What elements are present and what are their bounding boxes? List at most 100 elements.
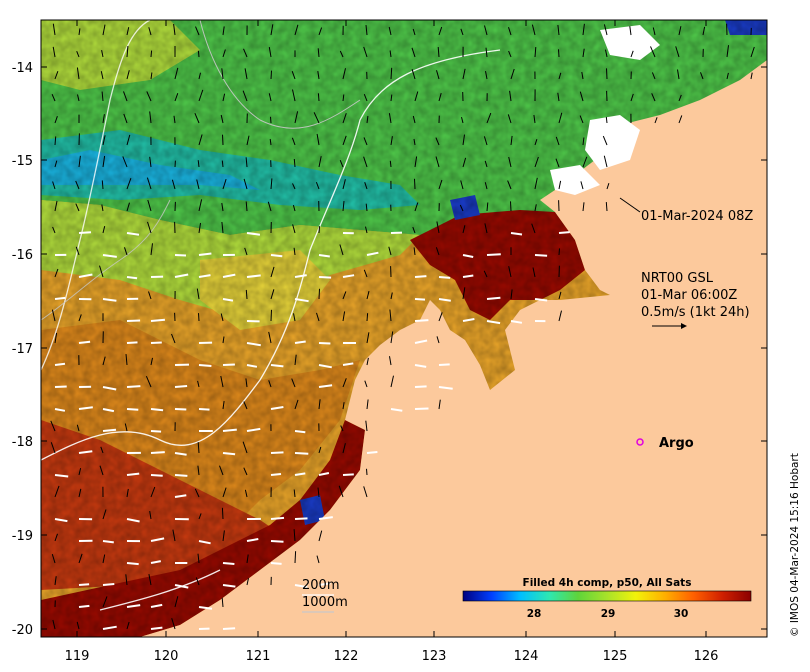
current-vector xyxy=(270,178,273,190)
current-vector xyxy=(486,296,501,300)
current-vector xyxy=(315,182,320,190)
current-vector xyxy=(365,25,368,36)
current-vector xyxy=(414,364,427,368)
current-vector xyxy=(484,25,488,36)
current-vector xyxy=(270,289,275,300)
current-vector xyxy=(102,24,106,36)
current-vector xyxy=(555,136,560,146)
current-vector xyxy=(342,68,346,80)
current-vector xyxy=(197,160,200,168)
current-vector xyxy=(582,202,585,212)
current-vector xyxy=(316,312,320,322)
current-vector xyxy=(126,70,130,80)
current-vector xyxy=(438,26,443,36)
current-vector xyxy=(293,489,296,498)
current-vector xyxy=(198,222,201,234)
current-vector xyxy=(126,202,130,212)
current-vector xyxy=(196,288,200,300)
current-vector xyxy=(102,225,106,234)
current-vector xyxy=(318,384,333,388)
current-vector xyxy=(558,180,562,190)
current-vector xyxy=(196,179,200,190)
current-vector xyxy=(438,386,453,390)
current-vector xyxy=(270,516,285,520)
current-vector xyxy=(150,430,162,433)
current-vector xyxy=(483,270,488,278)
current-vector xyxy=(339,50,344,58)
current-vector xyxy=(270,406,284,410)
current-vector xyxy=(291,71,296,80)
current-vector xyxy=(150,357,153,366)
current-vector xyxy=(222,298,234,302)
current-vector xyxy=(197,50,200,58)
current-vector xyxy=(197,553,200,564)
current-vector xyxy=(365,226,368,234)
current-vector xyxy=(195,26,200,36)
current-vector xyxy=(318,516,333,520)
current-vector xyxy=(294,551,297,564)
sst-field xyxy=(41,20,767,637)
current-time-label: 01-Mar 06:00Z xyxy=(641,288,737,303)
current-vector xyxy=(149,156,152,168)
current-vector xyxy=(146,177,152,190)
current-vector xyxy=(78,450,93,454)
current-vector xyxy=(171,333,176,344)
current-vector xyxy=(78,231,92,234)
current-vector xyxy=(174,584,189,589)
current-vector xyxy=(126,276,138,280)
current-vector xyxy=(246,232,261,236)
colorbar-tick: 29 xyxy=(601,608,616,620)
current-vector xyxy=(342,311,346,322)
current-vector xyxy=(221,68,224,80)
current-vector xyxy=(414,275,427,278)
current-vector xyxy=(54,160,58,168)
current-vector xyxy=(342,443,346,454)
current-vector xyxy=(459,204,464,212)
current-vector xyxy=(222,336,225,344)
current-vector xyxy=(412,28,416,36)
current-vector xyxy=(148,574,152,586)
current-vector xyxy=(702,26,706,36)
current-vector xyxy=(533,114,536,124)
current-vector xyxy=(174,408,187,411)
current-vector xyxy=(171,618,176,630)
current-vector xyxy=(245,201,248,212)
current-vector xyxy=(363,156,368,168)
current-source-label: NRT00 GSL xyxy=(641,271,714,286)
current-vector xyxy=(654,117,658,124)
current-vector xyxy=(126,385,141,388)
current-vector xyxy=(222,273,236,278)
current-vector xyxy=(54,518,68,523)
current-vector xyxy=(292,204,296,212)
current-vector xyxy=(294,298,309,303)
current-vector xyxy=(269,138,272,146)
current-vector xyxy=(126,27,130,36)
current-vector xyxy=(102,386,117,391)
current-scale-label: 0.5m/s (1kt 24h) xyxy=(641,305,750,320)
current-vector xyxy=(294,340,306,344)
current-vector xyxy=(244,489,248,498)
current-vector xyxy=(195,577,200,586)
current-vector xyxy=(557,92,560,102)
current-vector xyxy=(174,474,188,477)
current-vector xyxy=(606,183,610,190)
current-vector xyxy=(150,408,164,412)
current-vector xyxy=(99,265,104,278)
current-vector xyxy=(629,26,632,36)
y-tick-label: -14 xyxy=(12,61,33,76)
current-vector xyxy=(292,224,296,234)
current-vector xyxy=(342,378,347,388)
current-vector xyxy=(198,252,212,256)
current-vector xyxy=(150,474,163,477)
current-vector xyxy=(318,254,330,258)
argo-float-marker[interactable] xyxy=(636,438,644,446)
current-vector xyxy=(102,428,117,432)
current-vector xyxy=(603,24,608,36)
current-vector xyxy=(363,94,368,102)
current-vector xyxy=(242,441,248,454)
current-vector xyxy=(510,201,512,212)
current-vector xyxy=(486,202,489,212)
current-vector xyxy=(222,452,236,456)
current-vector xyxy=(555,158,560,168)
current-vector xyxy=(580,181,584,190)
